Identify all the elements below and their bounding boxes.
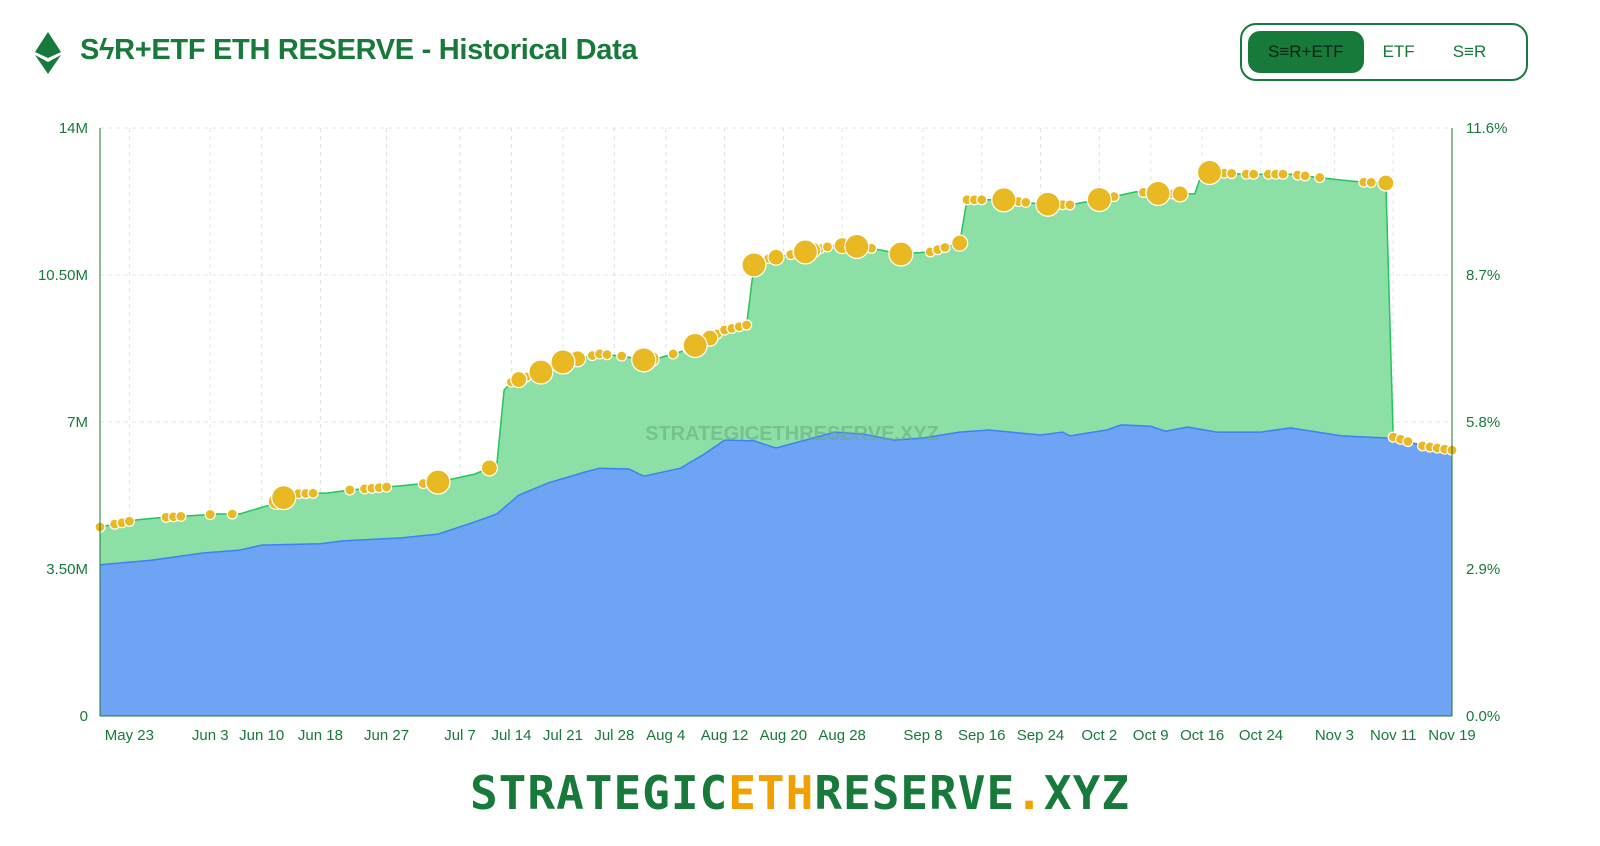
x-tick-label: Oct 2 xyxy=(1081,727,1117,744)
x-tick-label: Jul 7 xyxy=(444,727,476,744)
bubble-small xyxy=(939,241,951,254)
bubble-large xyxy=(991,187,1017,213)
x-tick-label: Nov 11 xyxy=(1370,727,1416,744)
x-tick-label: Oct 9 xyxy=(1133,727,1169,744)
bubble-small xyxy=(1225,167,1238,180)
y2-tick-label: 11.6% xyxy=(1466,120,1507,137)
x-tick-label: Oct 16 xyxy=(1180,727,1224,744)
x-tick-label: Sep 16 xyxy=(958,727,1006,744)
bubble-small xyxy=(204,508,216,521)
bubble-small xyxy=(1314,171,1326,184)
y2-tick-label: 0.0% xyxy=(1466,708,1500,725)
bubble-medium xyxy=(1377,174,1395,192)
x-tick-label: Jul 21 xyxy=(543,727,583,744)
bubble-large xyxy=(631,347,657,373)
header: SϟR+ETF ETH RESERVE - Historical Data S≡… xyxy=(0,0,1600,100)
bubble-small xyxy=(123,515,135,527)
bubble-small xyxy=(601,349,613,361)
x-tick-label: Nov 19 xyxy=(1428,727,1476,744)
dataset-toggle: S≡R+ETF ETF S≡R xyxy=(1240,23,1528,81)
series-area-etf xyxy=(100,424,1452,716)
x-tick-label: May 23 xyxy=(105,727,154,744)
bubble-small xyxy=(821,241,834,253)
bubble-large xyxy=(844,233,870,260)
bubble-large xyxy=(528,359,554,385)
bubble-small xyxy=(1020,196,1032,208)
bubble-small xyxy=(741,319,753,331)
brand-part: STRATEGIC xyxy=(469,766,729,820)
x-tick-label: Aug 12 xyxy=(701,727,749,744)
x-tick-label: Jun 27 xyxy=(364,727,409,744)
x-tick-label: Aug 4 xyxy=(646,727,685,744)
y2-tick-label: 8.7% xyxy=(1466,267,1500,284)
bubble-small xyxy=(1299,170,1311,182)
bubble-large xyxy=(550,349,576,375)
y-tick-label: 3.50M xyxy=(46,561,88,578)
brand-eth: ETH xyxy=(728,766,815,820)
bubble-large xyxy=(1145,180,1171,207)
bubble-large xyxy=(425,469,451,495)
bubble-medium xyxy=(1171,185,1189,203)
x-tick-label: Sep 8 xyxy=(903,727,942,744)
y2-tick-label: 2.9% xyxy=(1466,561,1500,578)
bubble-large xyxy=(1035,191,1061,217)
brand-tld: XYZ xyxy=(1043,766,1130,820)
page-title: SϟR+ETF ETH RESERVE - Historical Data xyxy=(80,34,638,66)
x-tick-label: Aug 20 xyxy=(760,727,808,744)
y-tick-label: 14M xyxy=(59,120,88,137)
bubble-large xyxy=(1196,159,1223,186)
bubble-small xyxy=(307,487,319,499)
series-line-etf xyxy=(99,424,1453,566)
bubble-small xyxy=(1064,199,1076,211)
bubble-small xyxy=(616,350,628,362)
x-tick-label: Oct 24 xyxy=(1239,727,1283,744)
x-tick-label: Jul 28 xyxy=(594,727,634,744)
bubble-small xyxy=(175,510,187,522)
toggle-ser-etf[interactable]: S≡R+ETF xyxy=(1248,31,1364,73)
bubble-small xyxy=(1402,435,1414,448)
bubble-medium xyxy=(767,248,785,266)
y-tick-label: 7M xyxy=(67,414,88,431)
x-tick-label: Jun 10 xyxy=(239,727,284,744)
x-tick-label: Aug 28 xyxy=(818,727,866,744)
x-tick-label: Jun 18 xyxy=(298,727,343,744)
watermark: STRATEGICETHRESERVE.XYZ xyxy=(645,423,939,445)
x-tick-label: Sep 24 xyxy=(1017,727,1065,744)
brand-footer: STRATEGICETHRESERVE.XYZ xyxy=(0,766,1600,820)
bubble-small xyxy=(380,481,393,493)
brand-dot: . xyxy=(1015,766,1044,820)
bubble-large xyxy=(271,485,297,511)
bubble-small xyxy=(1365,176,1377,189)
bubble-small xyxy=(226,508,238,520)
bubble-medium xyxy=(951,234,969,252)
bubble-small xyxy=(1248,168,1260,180)
x-tick-label: Jun 3 xyxy=(192,727,229,744)
y-tick-label: 10.50M xyxy=(38,267,88,284)
bubble-large xyxy=(682,332,708,359)
reserve-chart: STRATEGICETHRESERVE.XYZ 0 0.0% 3.50M 2.9% 7M 5… xyxy=(38,120,1507,744)
y2-tick-label: 5.8% xyxy=(1466,414,1500,431)
bubble-large xyxy=(1086,186,1112,213)
bubble-medium xyxy=(480,459,499,477)
ethereum-icon xyxy=(35,32,61,74)
bubble-large xyxy=(792,239,818,265)
toggle-ser[interactable]: S≡R xyxy=(1452,42,1487,61)
bubble-small xyxy=(1277,168,1289,180)
toggle-etf[interactable]: ETF xyxy=(1382,42,1415,61)
bubble-small xyxy=(976,194,988,206)
bubble-small xyxy=(344,484,356,496)
bubble-large xyxy=(741,252,767,278)
bubble-large xyxy=(888,241,914,267)
x-tick-label: Jul 14 xyxy=(491,727,531,744)
bubble-small xyxy=(667,348,679,360)
brand-part: RESERVE xyxy=(814,766,1016,820)
y-tick-label: 0 xyxy=(80,708,88,725)
x-tick-label: Nov 3 xyxy=(1315,727,1354,744)
bubble-medium xyxy=(510,370,528,389)
